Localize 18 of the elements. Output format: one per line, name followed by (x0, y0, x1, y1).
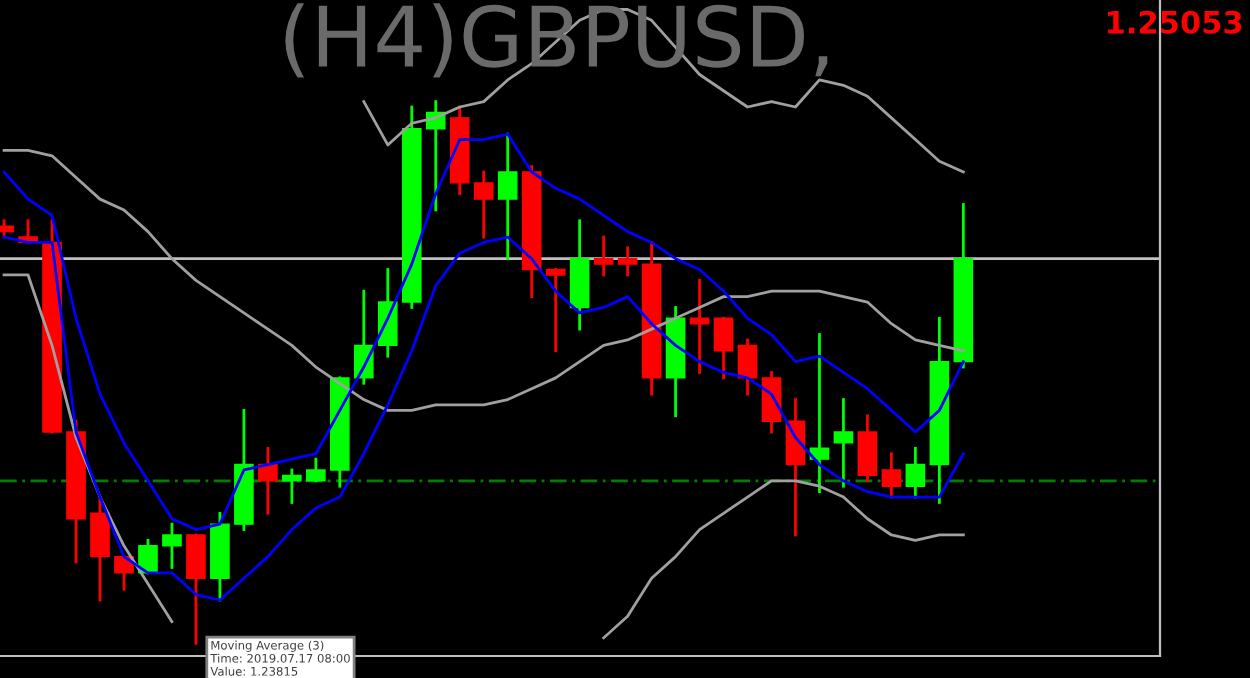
candlestick (186, 533, 206, 645)
candlestick (737, 338, 758, 396)
candlestick (881, 452, 902, 499)
candlestick (162, 522, 182, 569)
candlestick (306, 457, 326, 483)
candlestick (545, 268, 566, 353)
candlestick (713, 316, 734, 380)
candlestick (497, 132, 518, 261)
candlestick (138, 539, 158, 575)
candlestick (473, 170, 494, 239)
candlestick (833, 398, 854, 488)
candlestick (617, 246, 638, 277)
candlestick (905, 446, 926, 499)
candlestick (593, 235, 614, 277)
candlestick (282, 468, 302, 504)
candlestick (857, 414, 878, 483)
candlestick (90, 495, 110, 602)
candlestick (258, 446, 278, 515)
